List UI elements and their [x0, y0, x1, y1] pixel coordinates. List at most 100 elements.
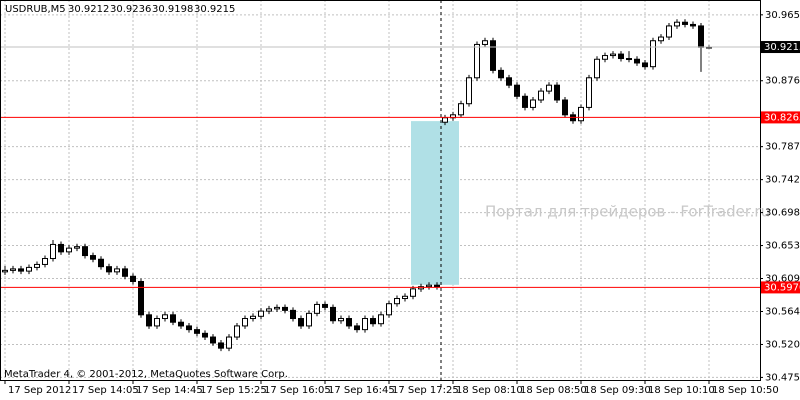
x-tick-label: 18 Sep 09:30	[584, 385, 651, 396]
candle-body	[674, 21, 680, 27]
candle-body	[314, 303, 320, 314]
candle-body	[626, 58, 632, 61]
candle-body	[530, 99, 536, 108]
candle-body	[178, 321, 184, 327]
candle-body	[186, 325, 192, 331]
candle-body	[90, 255, 96, 260]
candle-body	[26, 266, 32, 272]
candle-body	[34, 263, 40, 268]
x-tick-label: 17 Sep 17:25	[392, 385, 459, 396]
candle-body	[378, 314, 384, 325]
candle-body	[2, 269, 8, 273]
y-tick-label: 30.6980	[765, 208, 800, 219]
plot	[0, 19, 760, 352]
candle-body	[266, 308, 272, 312]
x-tick-label: 18 Sep 08:50	[520, 385, 587, 396]
candle-body	[242, 318, 248, 327]
x-tick-label: 17 Sep 14:45	[136, 385, 203, 396]
level-box	[761, 281, 800, 294]
candle-body	[610, 53, 616, 57]
candle-body	[370, 318, 376, 325]
candle-body	[114, 268, 120, 273]
candle-body	[402, 295, 408, 300]
high-price: 30.9236	[110, 4, 151, 15]
candle-body	[170, 314, 176, 323]
candle-body	[290, 309, 296, 320]
y-tick-label: 30.5200	[765, 339, 800, 350]
candle-body	[538, 90, 544, 101]
candle-body	[50, 243, 56, 260]
current-price-label: 30.9215	[764, 42, 800, 53]
y-tick-label: 30.7425	[765, 175, 800, 186]
y-tick-label: 30.9650	[765, 10, 800, 21]
candle-body	[10, 268, 16, 271]
low-price: 30.9198	[152, 4, 193, 15]
candle-body	[410, 288, 416, 297]
y-tick-label: 30.7870	[765, 142, 800, 153]
close-price: 30.9215	[194, 4, 235, 15]
candle-body	[434, 284, 440, 288]
candle-body	[546, 84, 552, 92]
x-tick-label: 17 Sep 15:25	[200, 385, 267, 396]
y-tick-label: 30.4755	[765, 372, 800, 383]
level-label: 30.8265	[764, 112, 800, 123]
open-price: 30.9212	[68, 4, 109, 15]
candle-body	[514, 84, 520, 97]
candle-body	[338, 318, 344, 322]
candle-body	[666, 25, 672, 38]
candle-body	[682, 21, 688, 25]
level-box	[761, 111, 800, 124]
candle-body	[306, 312, 312, 327]
candle-body	[130, 275, 136, 282]
x-tick-label: 18 Sep 10:10	[648, 385, 715, 396]
candle-body	[250, 315, 256, 320]
candle-body	[522, 95, 528, 108]
candle-body	[274, 306, 280, 310]
candle-body	[506, 77, 512, 86]
candle-body	[298, 318, 304, 327]
candle-body	[554, 84, 560, 101]
x-tick-label: 18 Sep 08:10	[456, 385, 523, 396]
candle-body	[594, 58, 600, 79]
price-zone	[411, 121, 459, 285]
y-tick-label: 30.6090	[765, 274, 800, 285]
x-tick-label: 17 Sep 16:45	[328, 385, 395, 396]
candle-body	[498, 69, 504, 79]
candle-body	[394, 298, 400, 305]
candle-body	[146, 314, 152, 327]
candle-body	[562, 99, 568, 116]
candle-body	[602, 55, 608, 60]
candle-body	[346, 318, 352, 327]
candle-body	[618, 53, 624, 60]
candle-body	[458, 103, 464, 116]
candle-body	[58, 243, 64, 253]
x-tick-label: 17 Sep 16:05	[264, 385, 331, 396]
y-tick-label: 30.8760	[765, 76, 800, 87]
candle-body	[42, 258, 48, 265]
candle-body	[234, 325, 240, 338]
candle-body	[330, 306, 336, 322]
candle-body	[578, 106, 584, 122]
candle-body	[362, 318, 368, 331]
candle-body	[466, 77, 472, 105]
candle-body	[282, 306, 288, 311]
candle-body	[258, 310, 264, 317]
y-tick-label: 30.5645	[765, 306, 800, 317]
x-tick-label: 18 Sep 10:50	[712, 385, 779, 396]
symbol: USDRUB,M5	[5, 4, 66, 15]
candle-body	[66, 247, 72, 253]
level-label: 30.5970	[764, 282, 800, 293]
watermark: Портал для трейдеров - ForTrader.ru	[485, 203, 770, 221]
candle-body	[122, 268, 128, 277]
candle-body	[18, 268, 24, 272]
candle-body	[162, 314, 168, 320]
candle-body	[138, 280, 144, 316]
candle-body	[442, 117, 448, 123]
candle-body	[386, 303, 392, 316]
candle-body	[74, 246, 80, 249]
candle-body	[322, 303, 328, 308]
candle-body	[218, 342, 224, 349]
candle-body	[354, 325, 360, 331]
candle-body	[226, 336, 232, 349]
